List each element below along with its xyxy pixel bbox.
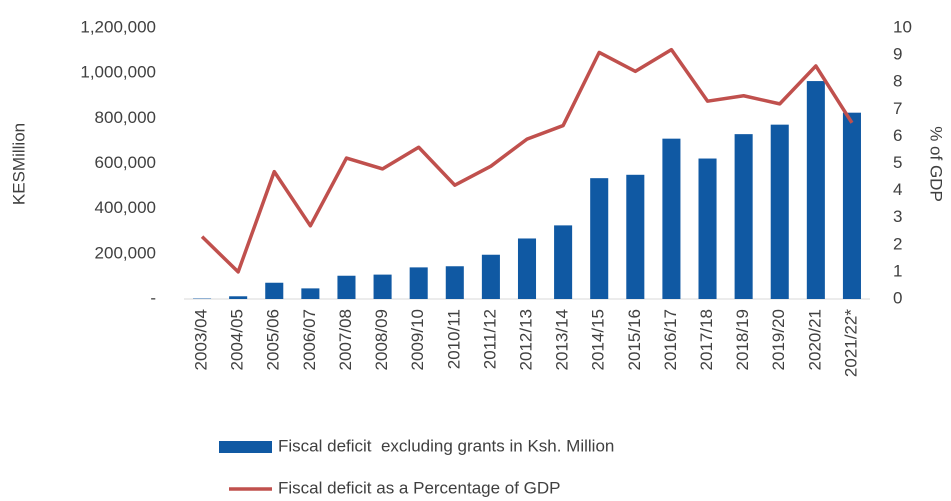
bar (265, 282, 284, 299)
x-tick-label: 2017/18 (697, 309, 716, 370)
x-tick-label: 2009/10 (408, 309, 427, 370)
y-tick-label: 400,000 (95, 198, 156, 217)
y2-tick-label: 7 (893, 99, 902, 118)
bar (481, 254, 500, 299)
x-tick-label: 2004/05 (228, 309, 247, 370)
legend-swatch (219, 441, 272, 453)
bar (590, 178, 609, 299)
x-tick-label: 2006/07 (300, 309, 319, 370)
x-tick-label: 2010/11 (444, 309, 463, 369)
y2-tick-label: 9 (893, 45, 902, 64)
x-tick-label: 2014/15 (589, 309, 608, 370)
y-tick-label: 1,000,000 (80, 63, 156, 82)
bar (770, 124, 789, 299)
x-tick-label: 2008/09 (372, 309, 391, 370)
bar (517, 238, 537, 299)
x-tick-label: 2007/08 (336, 309, 355, 370)
bar (373, 274, 392, 299)
y2-tick-label: 2 (893, 234, 902, 253)
y-tick-label: - (150, 288, 156, 307)
y2-axis-title: % of GDP (927, 126, 946, 202)
bar (409, 267, 428, 299)
x-tick-label: 2003/04 (192, 309, 211, 370)
bar (842, 112, 861, 299)
legend-label: Fiscal deficit excluding grants in Ksh. … (278, 436, 614, 455)
y-tick-label: 1,200,000 (80, 17, 156, 36)
x-tick-label: 2021/22* (841, 309, 860, 377)
bar (301, 288, 320, 299)
y-axis-title: KESMillion (9, 123, 28, 205)
y2-tick-label: 1 (893, 261, 902, 280)
x-tick-label: 2018/19 (733, 309, 752, 370)
x-tick-label: 2019/20 (769, 309, 788, 370)
x-tick-label: 2013/14 (553, 309, 572, 370)
line (200, 47, 854, 274)
y-tick-label: 800,000 (95, 108, 156, 127)
bar (554, 225, 573, 299)
x-tick-label: 2016/17 (661, 309, 680, 370)
y2-tick-label: 5 (893, 153, 902, 172)
bar (626, 174, 645, 299)
y-tick-label: 600,000 (95, 153, 156, 172)
x-tick-label: 2005/06 (264, 309, 283, 370)
x-tick-label: 2015/16 (625, 309, 644, 370)
y2-tick-label: 3 (893, 207, 902, 226)
bar (734, 134, 753, 299)
bar (337, 275, 356, 299)
legend-label: Fiscal deficit as a Percentage of GDP (278, 478, 561, 497)
bar (662, 138, 681, 299)
y2-tick-label: 6 (893, 126, 902, 145)
x-tick-label: 2020/21 (805, 309, 824, 370)
y2-tick-label: 4 (893, 180, 902, 199)
bar (698, 158, 717, 299)
bar (806, 81, 825, 299)
y-tick-label: 200,000 (95, 243, 156, 262)
x-tick-label: 2011/12 (480, 309, 499, 369)
y2-tick-label: 0 (893, 288, 902, 307)
y2-tick-label: 10 (893, 17, 912, 36)
x-tick-label: 2012/13 (516, 309, 535, 370)
bar (445, 266, 464, 299)
bar (229, 296, 248, 299)
y2-tick-label: 8 (893, 72, 902, 91)
